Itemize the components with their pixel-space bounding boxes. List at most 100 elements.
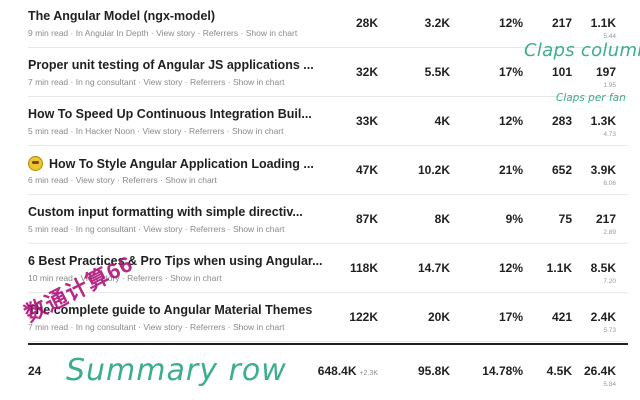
publication-name: In ng consultant xyxy=(75,322,136,332)
read-time: 10 min read xyxy=(28,273,73,283)
story-fans: 217 xyxy=(551,16,572,30)
view-story-link[interactable]: View story xyxy=(143,77,183,87)
read-time: 9 min read xyxy=(28,28,69,38)
show-in-chart-link[interactable]: Show in chart xyxy=(245,28,298,38)
story-fans: 283 xyxy=(551,114,572,128)
view-story-link[interactable]: View story xyxy=(75,175,115,185)
show-in-chart-link[interactable]: Show in chart xyxy=(232,224,285,234)
summary-fans: 4.5K xyxy=(546,364,572,378)
summary-views-value: 648.4K xyxy=(317,364,357,378)
story-claps: 1.3K xyxy=(590,114,616,128)
referrers-link[interactable]: Referrers xyxy=(189,77,226,87)
view-story-link[interactable]: View story xyxy=(143,224,183,234)
story-fans: 421 xyxy=(551,310,572,324)
story-claps: 1.1K xyxy=(590,16,616,30)
story-row[interactable]: How To Style Angular Application Loading… xyxy=(0,147,640,196)
summary-claps: 26.4K xyxy=(583,364,616,378)
summary-claps-per-fan: 5.84 xyxy=(603,381,616,388)
story-reads: 20K xyxy=(427,310,450,324)
publication-name: In ng consultant xyxy=(75,224,136,234)
publication-name: In Hacker Noon xyxy=(75,126,135,136)
story-title[interactable]: Proper unit testing of Angular JS applic… xyxy=(28,58,314,72)
story-meta: 5 min read · In Hacker Noon · View story… xyxy=(28,126,284,136)
story-row[interactable]: 6 Best Practices & Pro Tips when using A… xyxy=(0,245,640,294)
show-in-chart-link[interactable]: Show in chart xyxy=(232,322,285,332)
story-claps: 8.5K xyxy=(590,261,616,275)
story-views: 32K xyxy=(355,65,378,79)
annotation-claps-column: Claps column xyxy=(524,40,640,61)
story-row[interactable]: Proper unit testing of Angular JS applic… xyxy=(0,49,640,98)
view-story-link[interactable]: View story xyxy=(142,126,182,136)
summary-reads: 95.8K xyxy=(417,364,450,378)
story-title[interactable]: How To Style Angular Application Loading… xyxy=(28,156,314,171)
story-claps-per-fan: 7.20 xyxy=(603,278,616,285)
story-views: 118K xyxy=(349,261,378,275)
row-divider xyxy=(28,341,628,342)
show-in-chart-link[interactable]: Show in chart xyxy=(232,77,285,87)
show-in-chart-link[interactable]: Show in chart xyxy=(165,175,217,185)
read-time: 5 min read xyxy=(28,224,69,234)
referrers-link[interactable]: Referrers xyxy=(122,175,158,185)
referrers-link[interactable]: Referrers xyxy=(202,28,239,38)
show-in-chart-link[interactable]: Show in chart xyxy=(231,126,284,136)
story-row[interactable]: The complete guide to Angular Material T… xyxy=(0,294,640,343)
row-divider xyxy=(28,96,628,97)
story-meta: 9 min read · In Angular In Depth · View … xyxy=(28,28,298,38)
smiley-emoji-icon xyxy=(28,156,43,171)
summary-count: 24 xyxy=(28,364,42,378)
story-title-text[interactable]: Proper unit testing of Angular JS applic… xyxy=(28,58,314,72)
referrers-link[interactable]: Referrers xyxy=(189,322,226,332)
annotation-claps-per-fan: Claps per fan xyxy=(556,92,626,104)
story-views: 122K xyxy=(349,310,378,324)
story-title[interactable]: Custom input formatting with simple dire… xyxy=(28,205,303,219)
summary-row: 24 648.4K +2.3K 95.8K 14.78% 4.5K 26.4K 5… xyxy=(0,352,640,400)
story-row[interactable]: How To Speed Up Continuous Integration B… xyxy=(0,98,640,147)
story-views: 28K xyxy=(355,16,378,30)
story-title[interactable]: The Angular Model (ngx-model) xyxy=(28,9,215,23)
row-divider xyxy=(28,145,628,146)
story-reads: 10.2K xyxy=(417,163,450,177)
referrers-link[interactable]: Referrers xyxy=(127,273,163,283)
referrers-link[interactable]: Referrers xyxy=(188,126,225,136)
story-claps: 217 xyxy=(595,212,616,226)
view-story-link[interactable]: View story xyxy=(80,273,120,283)
story-title-text[interactable]: 6 Best Practices & Pro Tips when using A… xyxy=(28,254,323,268)
read-time: 7 min read xyxy=(28,77,69,87)
story-read-ratio: 21% xyxy=(498,163,523,177)
story-title-text[interactable]: The Angular Model (ngx-model) xyxy=(28,9,216,23)
view-story-link[interactable]: View story xyxy=(156,28,196,38)
story-views: 33K xyxy=(355,114,378,128)
story-title-text[interactable]: The complete guide to Angular Material T… xyxy=(28,303,313,317)
row-divider xyxy=(28,194,628,195)
story-views: 47K xyxy=(355,163,378,177)
story-read-ratio: 12% xyxy=(498,114,523,128)
story-title-text[interactable]: Custom input formatting with simple dire… xyxy=(28,205,303,219)
story-claps-per-fan: 5.73 xyxy=(603,327,616,334)
story-claps: 197 xyxy=(595,65,616,79)
story-title[interactable]: 6 Best Practices & Pro Tips when using A… xyxy=(28,254,323,268)
summary-views-delta: +2.3K xyxy=(359,370,379,377)
story-title[interactable]: How To Speed Up Continuous Integration B… xyxy=(28,107,312,121)
read-time: 6 min read xyxy=(28,175,69,185)
story-row[interactable]: Custom input formatting with simple dire… xyxy=(0,196,640,245)
story-claps-per-fan: 6.06 xyxy=(603,180,616,187)
show-in-chart-link[interactable]: Show in chart xyxy=(170,273,222,283)
story-read-ratio: 9% xyxy=(505,212,523,226)
story-meta: 7 min read · In ng consultant · View sto… xyxy=(28,77,285,87)
story-title-text[interactable]: How To Speed Up Continuous Integration B… xyxy=(28,107,312,121)
story-reads: 3.2K xyxy=(424,16,450,30)
publication-name: In Angular In Depth xyxy=(75,28,149,38)
read-time: 7 min read xyxy=(28,322,69,332)
summary-views: 648.4K +2.3K xyxy=(318,364,378,378)
story-row[interactable]: The Angular Model (ngx-model) 9 min read … xyxy=(0,0,640,49)
referrers-link[interactable]: Referrers xyxy=(189,224,226,234)
story-reads: 14.7K xyxy=(417,261,450,275)
story-read-ratio: 17% xyxy=(498,65,523,79)
story-title-text[interactable]: How To Style Angular Application Loading… xyxy=(49,156,314,171)
story-read-ratio: 12% xyxy=(498,16,523,30)
story-fans: 652 xyxy=(551,163,572,177)
story-meta: 5 min read · In ng consultant · View sto… xyxy=(28,224,285,234)
view-story-link[interactable]: View story xyxy=(143,322,183,332)
story-title[interactable]: The complete guide to Angular Material T… xyxy=(28,303,312,317)
story-meta: 7 min read · In ng consultant · View sto… xyxy=(28,322,285,332)
